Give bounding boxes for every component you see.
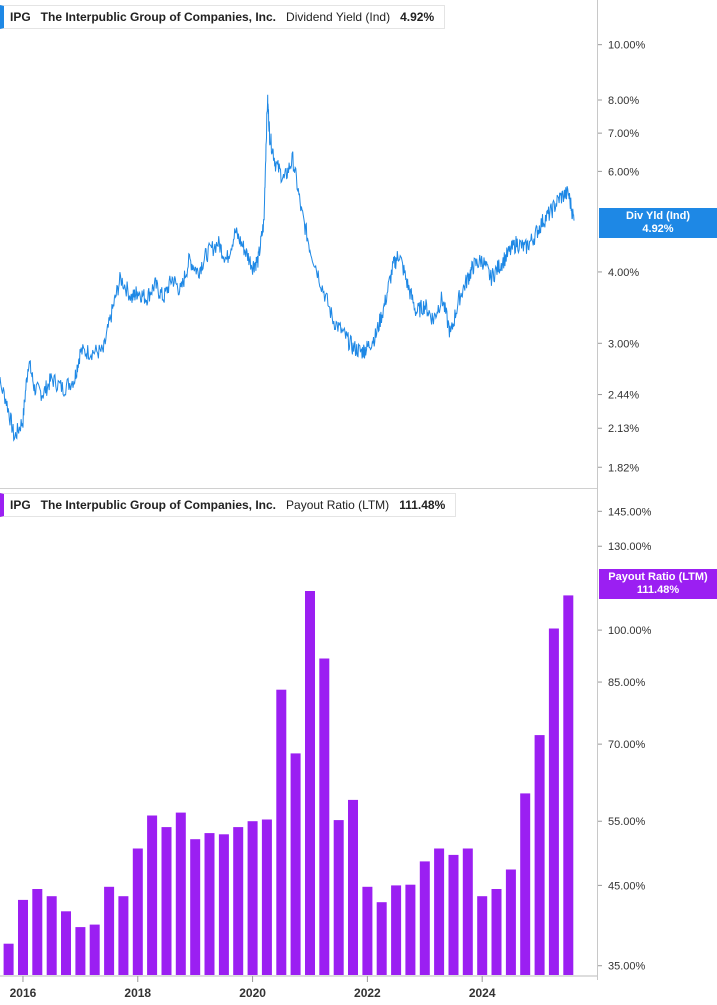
- tag-label: Div Yld (Ind): [626, 210, 690, 222]
- payout-bar: [362, 886, 373, 975]
- payout-bar: [520, 793, 531, 975]
- y-tick-label: 70.00%: [608, 739, 646, 751]
- payout-bar: [118, 896, 129, 975]
- x-tick-label: 2020: [239, 986, 266, 1000]
- legend-metric: Payout Ratio (LTM): [286, 498, 390, 512]
- y-axis-line: [597, 0, 598, 980]
- y-tick-label: 35.00%: [608, 961, 646, 973]
- y-tick-label: 4.00%: [608, 267, 639, 279]
- y-tick-label: 2.44%: [608, 390, 639, 402]
- panel-divider: [0, 488, 597, 489]
- legend-value: 4.92%: [400, 10, 435, 24]
- payout-bar: [161, 827, 172, 975]
- legend-ticker: IPG: [10, 10, 31, 24]
- payout-bar: [190, 839, 201, 975]
- payout-bar: [477, 896, 488, 975]
- dividend-yield-line-group: [0, 94, 575, 442]
- payout-ratio-bars: [3, 591, 574, 975]
- payout-bar: [132, 848, 143, 975]
- payout-bar: [261, 819, 272, 975]
- legend-ticker: IPG: [10, 498, 31, 512]
- legend-metric: Dividend Yield (Ind): [286, 10, 391, 24]
- payout-bar: [32, 889, 43, 975]
- y-tick-label: 1.82%: [608, 462, 639, 474]
- y-tick-label: 6.00%: [608, 166, 639, 178]
- dividend-yield-legend[interactable]: IPG The Interpublic Group of Companies, …: [0, 5, 446, 29]
- tag-value: 111.48%: [636, 584, 680, 596]
- x-tick-label: 2016: [10, 986, 37, 1000]
- payout-bar: [333, 820, 344, 975]
- payout-bar: [491, 889, 502, 975]
- payout-bar: [434, 848, 445, 975]
- payout-bar: [75, 927, 86, 975]
- x-tick-label: 2018: [124, 986, 151, 1000]
- legend-value: 111.48%: [399, 498, 446, 512]
- payout-ratio-axis: 145.00% 130.00% 100.00% 85.00% 70.00% 55.00% 4…: [597, 506, 652, 973]
- payout-bar: [276, 689, 287, 975]
- payout-bar: [290, 753, 301, 975]
- tag-label: Payout Ratio (LTM): [608, 571, 708, 583]
- payout-bar: [563, 595, 574, 975]
- y-tick-label: 10.00%: [608, 40, 646, 52]
- payout-bar: [462, 848, 473, 975]
- legend-company: The Interpublic Group of Companies, Inc.: [40, 498, 277, 512]
- payout-bar: [548, 628, 559, 975]
- payout-bar: [147, 815, 158, 975]
- payout-bar: [319, 658, 330, 975]
- payout-bar: [505, 869, 516, 975]
- y-tick-label: 7.00%: [608, 128, 639, 140]
- y-tick-label: 3.00%: [608, 338, 639, 350]
- y-tick-label: 45.00%: [608, 880, 646, 892]
- payout-bar: [89, 924, 100, 975]
- y-tick-label: 55.00%: [608, 816, 646, 828]
- payout-bar: [391, 885, 402, 975]
- tag-value: 4.92%: [642, 223, 674, 235]
- payout-bar: [448, 854, 459, 975]
- dividend-yield-line: [0, 94, 575, 442]
- payout-bar: [405, 884, 416, 975]
- payout-bar: [175, 812, 186, 975]
- payout-bar: [218, 834, 229, 975]
- x-axis: 2016 2018 2020 2022 2024: [0, 975, 597, 1000]
- payout-bar: [18, 899, 28, 975]
- payout-bar: [305, 591, 315, 975]
- payout-bar: [247, 821, 258, 975]
- payout-bar: [376, 902, 387, 975]
- payout-bar: [61, 911, 71, 975]
- payout-bar: [3, 943, 14, 975]
- dividend-yield-value-tag: Div Yld (Ind) 4.92%: [599, 208, 717, 238]
- y-tick-label: 2.13%: [608, 423, 639, 435]
- payout-bar: [204, 833, 215, 975]
- y-tick-label: 8.00%: [608, 95, 639, 107]
- y-tick-label: 130.00%: [608, 541, 652, 553]
- y-tick-label: 100.00%: [608, 625, 652, 637]
- payout-bar: [534, 735, 545, 975]
- y-tick-label: 145.00%: [608, 506, 652, 518]
- y-tick-label: 85.00%: [608, 677, 646, 689]
- payout-bar: [233, 827, 244, 975]
- payout-bar: [104, 886, 115, 975]
- payout-ratio-legend[interactable]: IPG The Interpublic Group of Companies, …: [0, 493, 457, 517]
- legend-company: The Interpublic Group of Companies, Inc.: [40, 10, 277, 24]
- payout-ratio-value-tag: Payout Ratio (LTM) 111.48%: [599, 569, 717, 599]
- payout-bar: [348, 799, 358, 975]
- payout-bar: [46, 896, 57, 975]
- x-tick-label: 2022: [354, 986, 381, 1000]
- dividend-yield-axis: 10.00% 8.00% 7.00% 6.00% 4.00% 3.00% 2.44% 2.13…: [597, 40, 646, 474]
- payout-bar: [419, 861, 430, 975]
- x-tick-label: 2024: [469, 986, 496, 1000]
